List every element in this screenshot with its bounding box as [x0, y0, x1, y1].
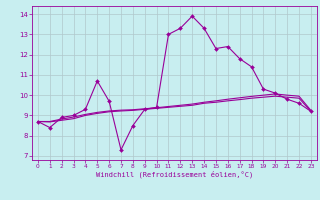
X-axis label: Windchill (Refroidissement éolien,°C): Windchill (Refroidissement éolien,°C): [96, 171, 253, 178]
